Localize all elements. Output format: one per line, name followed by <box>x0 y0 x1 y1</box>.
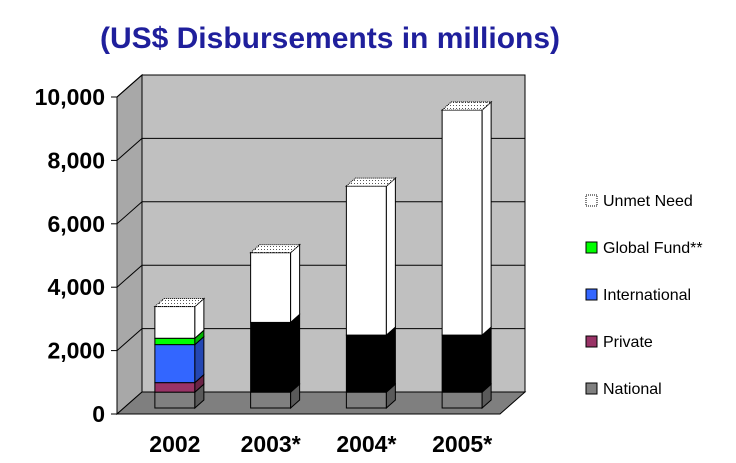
bar-segment <box>345 391 387 409</box>
bar-segment <box>250 391 292 409</box>
legend-swatch <box>585 335 598 348</box>
gridline-side <box>116 264 143 288</box>
x-axis: 2002 2003* 2004* 2005* <box>149 431 492 457</box>
bar-stack-1 <box>249 243 301 410</box>
y-axis: 0 2,000 4,000 6,000 8,000 10,000 <box>35 84 118 427</box>
bar-segment-side <box>290 313 301 394</box>
bar-segment <box>154 344 196 384</box>
y-tick-label: 4,000 <box>47 274 105 300</box>
bar-segment <box>441 109 483 336</box>
x-tick-label: 2005* <box>432 431 492 457</box>
gridline-side <box>116 201 143 225</box>
y-tick-label: 6,000 <box>47 211 105 237</box>
bar-segment <box>345 334 387 393</box>
bars <box>153 100 493 410</box>
bar-top <box>153 298 206 308</box>
plot-left-wall <box>116 73 143 416</box>
x-tick-label: 2004* <box>336 431 396 457</box>
legend-label: National <box>603 381 662 398</box>
legend-label: Private <box>603 334 653 351</box>
bar-segment-side <box>481 325 492 394</box>
legend-swatch <box>585 241 598 254</box>
bar-segment <box>250 321 292 393</box>
bar-stack-2 <box>345 176 397 410</box>
y-tick-label: 10,000 <box>35 84 105 110</box>
x-tick-label: 2002 <box>149 431 200 457</box>
chart-title: (US$ Disbursements in millions) <box>100 22 560 55</box>
bar-stack-0 <box>153 297 206 410</box>
legend-label: Global Fund** <box>603 240 703 257</box>
bar-segment-side <box>385 176 396 337</box>
bar-segment <box>154 306 196 339</box>
bar-segment-side <box>385 325 396 394</box>
bar-segment <box>154 337 196 346</box>
gridline-side <box>116 328 143 351</box>
y-tick-label: 0 <box>92 401 105 427</box>
gridline-side <box>116 74 143 98</box>
legend-label: International <box>603 287 691 304</box>
y-tick-label: 2,000 <box>47 338 105 364</box>
legend-swatch <box>585 288 598 301</box>
bar-segment <box>441 334 483 393</box>
bar-segment-side <box>290 243 301 324</box>
bar-segment-side <box>481 100 492 337</box>
bar-segment <box>154 391 196 409</box>
bar-segment <box>250 252 292 323</box>
bar-stack-3 <box>440 100 493 410</box>
plot-floor <box>115 391 527 415</box>
bar-segment <box>441 391 483 409</box>
bar-top <box>345 177 397 187</box>
bar-top <box>249 244 301 254</box>
legend-label: Unmet Need <box>603 193 693 210</box>
bar-segment <box>345 185 387 336</box>
bar-segment <box>154 382 196 393</box>
legend-swatch <box>585 194 598 207</box>
x-tick-label: 2003* <box>241 431 301 457</box>
legend: Unmet Need Global Fund** International Priv… <box>585 193 703 398</box>
legend-swatch <box>585 382 598 395</box>
bar-top <box>440 101 493 111</box>
y-tick-label: 8,000 <box>47 147 105 173</box>
gridline-side <box>116 138 143 161</box>
